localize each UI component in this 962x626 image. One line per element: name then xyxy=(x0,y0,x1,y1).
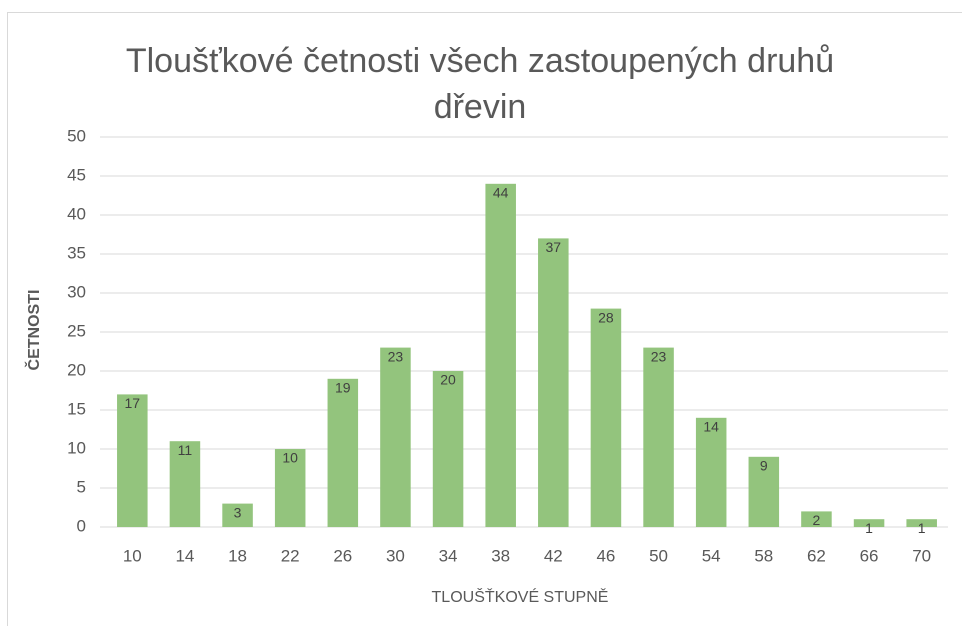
y-tick-label: 25 xyxy=(67,321,86,340)
data-label: 28 xyxy=(598,309,614,325)
y-tick-label: 5 xyxy=(77,477,86,496)
bar xyxy=(380,347,411,527)
data-label: 10 xyxy=(282,450,298,466)
bar xyxy=(222,503,253,527)
data-label: 1 xyxy=(865,520,873,536)
data-label: 2 xyxy=(813,512,821,528)
x-tick-label: 58 xyxy=(754,546,773,565)
bar xyxy=(695,417,727,527)
chart-title: Tloušťkové četnosti všech zastoupených d… xyxy=(125,42,835,126)
y-tick-label: 0 xyxy=(77,516,86,535)
data-label: 9 xyxy=(760,458,768,474)
x-tick-label: 50 xyxy=(649,546,668,565)
data-label: 11 xyxy=(178,442,193,458)
x-tick-label: 10 xyxy=(123,546,142,565)
y-tick-label: 50 xyxy=(67,126,86,145)
bar xyxy=(538,238,569,527)
x-tick-label: 22 xyxy=(281,546,300,565)
bar xyxy=(117,394,148,527)
bar xyxy=(643,347,674,527)
x-tick-label: 46 xyxy=(596,546,615,565)
bar xyxy=(485,183,516,528)
data-label: 23 xyxy=(651,348,667,364)
bar xyxy=(853,519,885,527)
bar xyxy=(906,519,937,527)
x-tick-label: 38 xyxy=(491,546,510,565)
x-tick-label: 66 xyxy=(860,546,879,565)
x-axis-title: TLOUŠŤKOVÉ STUPNĚ xyxy=(432,587,609,606)
data-label: 14 xyxy=(703,419,719,435)
x-tick-label: 62 xyxy=(807,546,826,565)
x-tick-label: 14 xyxy=(175,546,194,565)
data-label: 17 xyxy=(125,395,141,411)
y-tick-label: 10 xyxy=(67,438,86,457)
y-tick-label: 15 xyxy=(67,399,86,418)
y-tick-label: 20 xyxy=(67,360,86,379)
y-tick-label: 30 xyxy=(67,282,86,301)
bar xyxy=(274,449,306,527)
data-label: 23 xyxy=(388,348,404,364)
y-tick-label: 35 xyxy=(67,243,86,262)
data-label: 44 xyxy=(493,185,509,201)
bar xyxy=(590,308,622,527)
y-axis-title: ČETNOSTI xyxy=(24,290,43,371)
x-tick-label: 34 xyxy=(439,546,458,565)
bar xyxy=(748,456,780,527)
bar xyxy=(327,378,359,527)
bar xyxy=(801,511,832,527)
y-tick-label: 40 xyxy=(67,204,86,223)
x-tick-label: 54 xyxy=(702,546,721,565)
data-label: 19 xyxy=(335,380,351,396)
data-label: 20 xyxy=(440,372,456,388)
bar xyxy=(432,371,464,527)
data-label: 3 xyxy=(234,504,242,520)
data-label: 37 xyxy=(546,239,562,255)
x-tick-label: 18 xyxy=(228,546,247,565)
data-label: 1 xyxy=(918,520,926,536)
x-tick-label: 42 xyxy=(544,546,563,565)
y-tick-label: 45 xyxy=(67,165,86,184)
x-tick-label: 70 xyxy=(912,546,931,565)
x-tick-label: 26 xyxy=(333,546,352,565)
chart-border xyxy=(7,12,962,626)
bar xyxy=(169,441,201,527)
x-tick-label: 30 xyxy=(386,546,405,565)
